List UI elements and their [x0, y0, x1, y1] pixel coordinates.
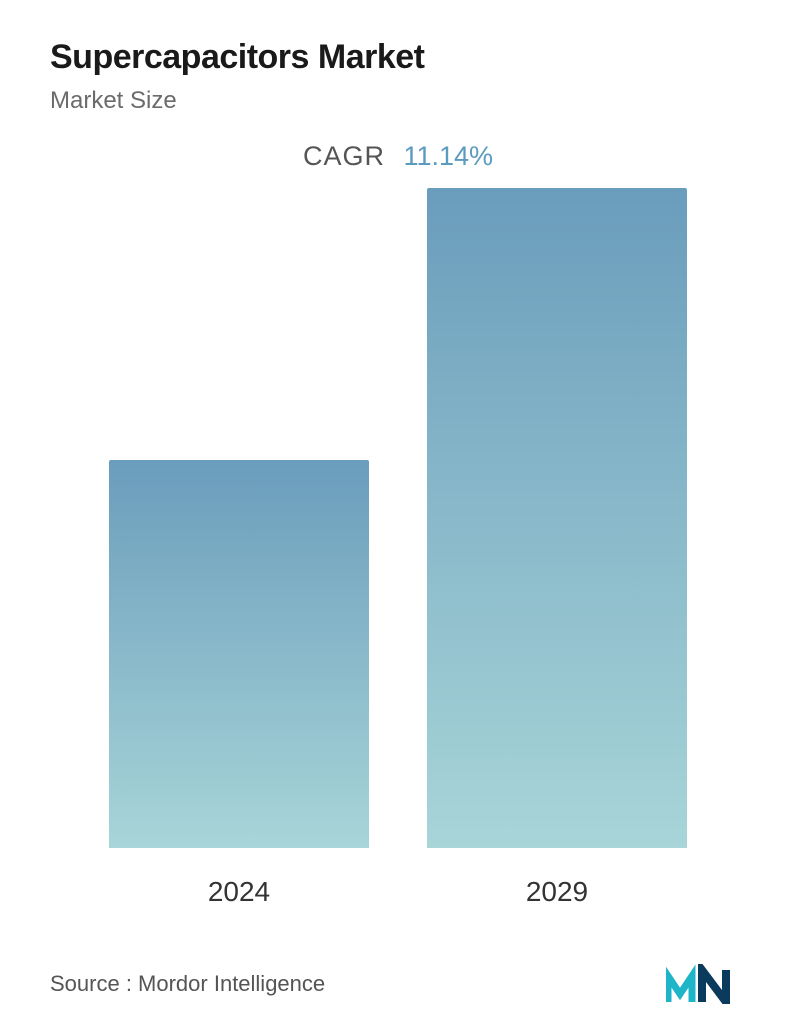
- bar: [109, 460, 369, 848]
- mordor-logo-icon: [666, 964, 736, 1004]
- page-subtitle: Market Size: [50, 87, 746, 115]
- x-axis-label: 2024: [80, 876, 398, 908]
- cagr-label: CAGR: [303, 141, 385, 171]
- bar-wrap: [80, 460, 398, 848]
- cagr-value: 11.14%: [403, 141, 493, 171]
- bar: [427, 188, 687, 848]
- x-axis-labels: 20242029: [50, 858, 746, 908]
- page-title: Supercapacitors Market: [50, 38, 746, 77]
- footer: Source : Mordor Intelligence: [50, 964, 746, 1004]
- bar-wrap: [398, 188, 716, 848]
- header: Supercapacitors Market Market Size: [50, 38, 746, 115]
- chart-container: Supercapacitors Market Market Size CAGR …: [0, 0, 796, 1034]
- x-axis-label: 2029: [398, 876, 716, 908]
- source-attribution: Source : Mordor Intelligence: [50, 971, 325, 997]
- chart-plot-area: [50, 192, 746, 858]
- cagr-row: CAGR 11.14%: [50, 141, 746, 172]
